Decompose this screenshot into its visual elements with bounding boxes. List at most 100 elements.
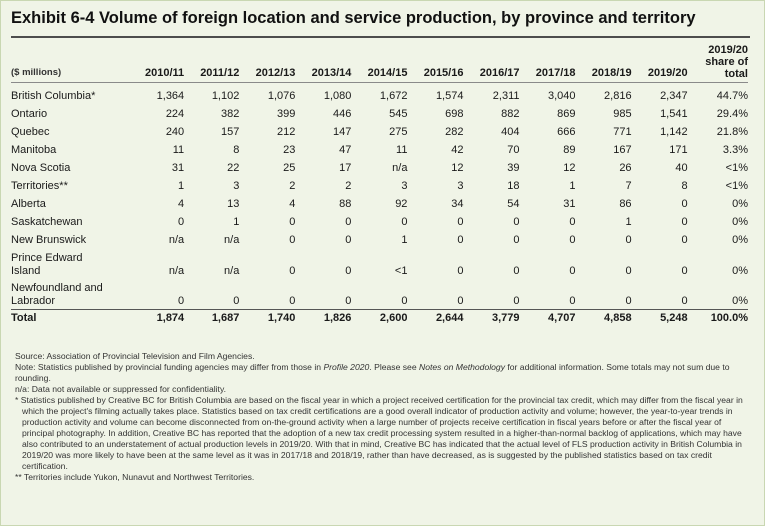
province-name-line: Prince Edward	[11, 252, 83, 264]
value-cell: 399	[277, 108, 296, 120]
value-cell: 4	[289, 198, 296, 210]
value-cell: 2	[345, 180, 352, 192]
top-rule	[11, 36, 750, 38]
value-cell: 1	[401, 234, 408, 246]
value-cell: 0	[401, 216, 408, 228]
value-cell: 0	[625, 295, 632, 307]
share-cell: 3.3%	[722, 144, 748, 156]
province-name: Manitoba	[11, 144, 57, 156]
value-cell: 0	[289, 234, 296, 246]
value-cell: 0	[457, 295, 464, 307]
value-cell: 89	[563, 144, 576, 156]
value-cell: 23	[283, 144, 296, 156]
year-header: 2018/19	[575, 44, 632, 83]
value-cell: 698	[445, 108, 464, 120]
share-cell: 0%	[732, 198, 748, 210]
total-value-cell: 2,600	[351, 309, 408, 327]
value-cell: n/a	[224, 265, 240, 277]
share-cell: 0%	[732, 216, 748, 228]
value-cell: 34	[451, 198, 464, 210]
year-header: 2017/18	[519, 44, 576, 83]
value-cell: 54	[507, 198, 520, 210]
year-header: 2015/16	[407, 44, 464, 83]
value-cell: 0	[457, 234, 464, 246]
value-cell: 31	[563, 198, 576, 210]
value-cell: 3	[457, 180, 464, 192]
value-cell: 3,040	[548, 90, 576, 102]
share-cell: <1%	[725, 180, 748, 192]
value-cell: 0	[289, 216, 296, 228]
value-cell: 11	[396, 144, 408, 156]
value-cell: 0	[289, 295, 296, 307]
value-cell: 92	[395, 198, 408, 210]
total-value-cell: 3,779	[463, 309, 520, 327]
value-cell: 0	[569, 216, 576, 228]
value-cell: 0	[513, 295, 520, 307]
share-cell: 0%	[732, 265, 748, 277]
total-value-cell: 4,707	[519, 309, 576, 327]
note-text: Note: Statistics published by provincial…	[15, 362, 324, 372]
province-name: Saskatchewan	[11, 216, 83, 228]
year-header: 2014/15	[351, 44, 408, 83]
total-value-cell: 1,687	[184, 309, 240, 327]
value-cell: 0	[681, 216, 688, 228]
value-cell: 771	[613, 126, 632, 138]
value-cell: 224	[165, 108, 185, 120]
value-cell: 171	[669, 144, 688, 156]
year-header: 2016/17	[463, 44, 520, 83]
value-cell: 1,364	[156, 90, 185, 102]
table-row: Ontario 224 382 399 446 545 698 882 869 985 1,541 2…	[11, 105, 748, 123]
share-cell: 0%	[732, 234, 748, 246]
total-value-cell: 4,858	[575, 309, 632, 327]
table-row: Nova Scotia 31 22 25 17 n/a 12 39 12 26 40 <1%	[11, 159, 748, 177]
value-cell: 0	[289, 265, 296, 277]
value-cell: 0	[625, 265, 632, 277]
table-row: Alberta 4 13 4 88 92 34 54 31 86 0 0%	[11, 195, 748, 213]
share-header: 2019/20 share of total	[687, 44, 748, 83]
value-cell: 42	[451, 144, 464, 156]
value-cell: 0	[569, 265, 576, 277]
value-cell: 0	[178, 216, 185, 228]
total-value-cell: 1,874	[129, 309, 185, 327]
share-cell: 44.7%	[716, 90, 748, 102]
total-value-cell: 5,248	[631, 309, 688, 327]
value-cell: 0	[178, 295, 185, 307]
value-cell: 88	[339, 198, 352, 210]
province-name: Prince Edward Island	[11, 249, 129, 279]
value-cell: 2,816	[604, 90, 632, 102]
value-cell: 869	[557, 108, 576, 120]
value-cell: 12	[563, 162, 576, 174]
value-cell: 12	[451, 162, 464, 174]
table-row: Prince Edward Island n/a n/a 0 0 <1 0 0 0 0 0 0%	[11, 249, 748, 279]
value-cell: 0	[513, 234, 520, 246]
table-row: New Brunswick n/a n/a 0 0 1 0 0 0 0 0 0%	[11, 231, 748, 249]
value-cell: 275	[389, 126, 408, 138]
table-row: Territories** 1 3 2 2 3 3 18 1 7 8 <1%	[11, 177, 748, 195]
header-row: ($ millions) 2010/11 2011/12 2012/13 201…	[11, 44, 748, 83]
share-cell: 29.4%	[716, 108, 748, 120]
total-value-cell: 1,826	[295, 309, 352, 327]
value-cell: 0	[569, 234, 576, 246]
value-cell: 8	[681, 180, 688, 192]
value-cell: 545	[389, 108, 408, 120]
total-share-cell: 100.0%	[687, 309, 748, 327]
value-cell: 3	[233, 180, 240, 192]
value-cell: 212	[277, 126, 296, 138]
value-cell: 26	[619, 162, 632, 174]
value-cell: 1,102	[211, 90, 240, 102]
value-cell: 22	[227, 162, 240, 174]
value-cell: 31	[171, 162, 185, 174]
value-cell: 25	[283, 162, 296, 174]
total-value-cell: 1,740	[239, 309, 296, 327]
value-cell: 2	[289, 180, 296, 192]
province-name: Newfoundland and Labrador	[11, 279, 129, 310]
share-header-line: 2019/20	[708, 44, 748, 56]
territories-footnote: ** Territories include Yukon, Nunavut an…	[15, 472, 255, 482]
share-header-line: share of	[705, 56, 748, 68]
value-cell: 0	[625, 234, 632, 246]
production-table: ($ millions) 2010/11 2011/12 2012/13 201…	[11, 44, 748, 327]
value-cell: 1	[569, 180, 576, 192]
province-name: Territories**	[11, 180, 68, 192]
value-cell: 147	[333, 126, 352, 138]
table-row: Manitoba 11 8 23 47 11 42 70 89 167 171 3.3%	[11, 141, 748, 159]
